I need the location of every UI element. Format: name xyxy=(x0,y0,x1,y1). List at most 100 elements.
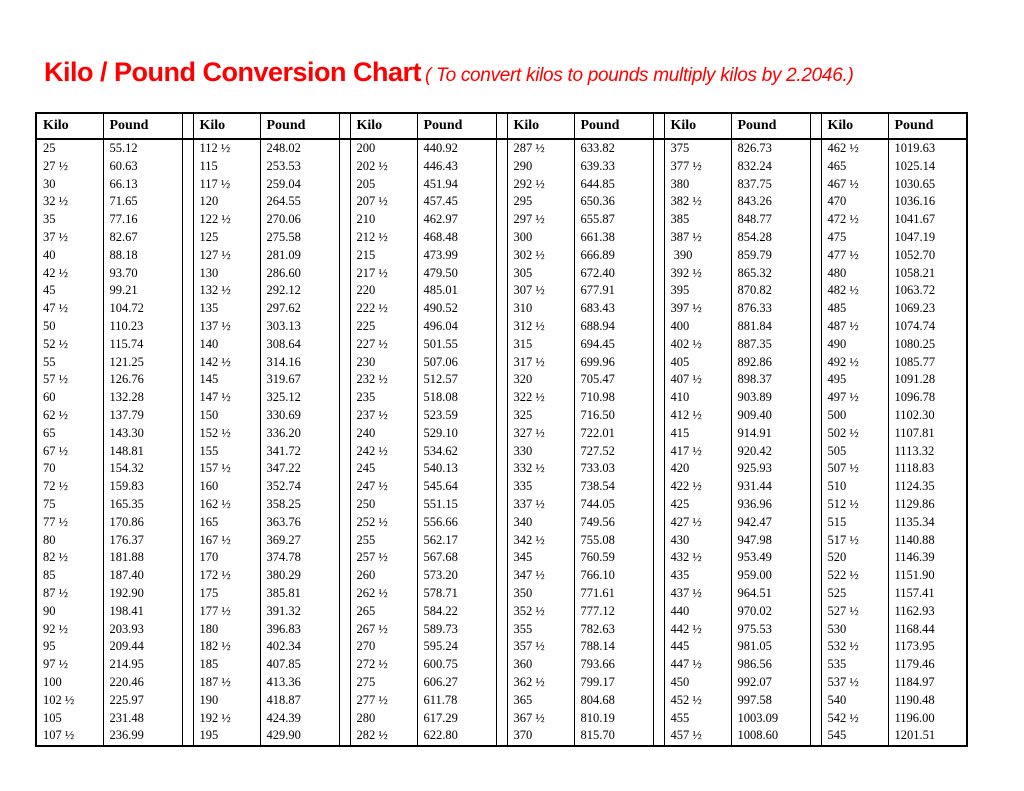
kilo-header: Kilo xyxy=(192,113,261,140)
kilo-cell: 412 ½ xyxy=(663,406,732,425)
kilo-cell: 527 ½ xyxy=(820,602,889,621)
kilo-cell: 217 ½ xyxy=(349,264,418,283)
pound-cell: 253.53 xyxy=(259,157,340,176)
table-row: 67 ½ 148.81 155 341.72 242 ½ 534.62 330 727.52 4… xyxy=(35,442,968,461)
pound-cell: 578.71 xyxy=(416,584,497,603)
column-gap xyxy=(495,246,508,265)
kilo-cell: 182 ½ xyxy=(192,638,261,657)
column-gap xyxy=(495,656,508,674)
pound-cell: 639.33 xyxy=(573,157,654,176)
pound-cell: 496.04 xyxy=(416,317,497,336)
kilo-cell: 517 ½ xyxy=(820,531,889,550)
column-gap xyxy=(495,584,508,603)
pound-cell: 931.44 xyxy=(730,478,811,496)
pound-cell: 71.65 xyxy=(102,193,183,212)
kilo-cell: 360 xyxy=(506,656,575,674)
column-gap xyxy=(652,602,665,621)
kilo-cell: 240 xyxy=(349,424,418,443)
kilo-cell: 485 xyxy=(820,300,889,318)
kilo-cell: 467 ½ xyxy=(820,175,889,194)
kilo-cell: 112 ½ xyxy=(192,139,261,158)
pound-cell: 93.70 xyxy=(102,264,183,283)
column-gap xyxy=(338,264,351,283)
table-row: 25 55.12 112 ½ 248.02 200 440.92 287 ½ 633.82 37… xyxy=(35,139,968,158)
kilo-cell: 302 ½ xyxy=(506,246,575,265)
pound-cell: 567.68 xyxy=(416,549,497,568)
pound-cell: 606.27 xyxy=(416,673,497,692)
column-gap xyxy=(338,442,351,461)
kilo-cell: 32 ½ xyxy=(35,193,104,212)
column-gap xyxy=(495,495,508,514)
column-gap xyxy=(495,691,508,710)
kilo-cell: 317 ½ xyxy=(506,353,575,372)
column-gap xyxy=(181,157,194,176)
pound-cell: 1096.78 xyxy=(887,389,968,407)
kilo-cell: 185 xyxy=(192,656,261,674)
pound-cell: 843.26 xyxy=(730,193,811,212)
column-gap xyxy=(181,317,194,336)
kilo-cell: 332 ½ xyxy=(506,460,575,479)
column-gap xyxy=(338,638,351,657)
kilo-cell: 405 xyxy=(663,353,732,372)
pound-cell: 77.16 xyxy=(102,211,183,229)
pound-cell: 1118.83 xyxy=(887,460,968,479)
column-gap xyxy=(495,673,508,692)
table-row: 100 220.46 187 ½ 413.36 275 606.27 362 ½ 799.17… xyxy=(35,673,968,692)
pound-cell: 126.76 xyxy=(102,371,183,390)
column-gap xyxy=(809,727,822,747)
column-gap xyxy=(338,300,351,318)
pound-cell: 633.82 xyxy=(573,139,654,158)
pound-cell: 672.40 xyxy=(573,264,654,283)
kilo-cell: 155 xyxy=(192,442,261,461)
table-row: 105 231.48 192 ½ 424.39 280 617.29 367 ½ 810.19… xyxy=(35,709,968,728)
pound-cell: 710.98 xyxy=(573,389,654,407)
pound-cell: 1025.14 xyxy=(887,157,968,176)
pound-cell: 413.36 xyxy=(259,673,340,692)
title-note: ( To convert kilos to pounds multiply ki… xyxy=(425,65,854,86)
table-row: 70 154.32 157 ½ 347.22 245 540.13 332 ½ 733.03 4… xyxy=(35,460,968,479)
pound-cell: 777.12 xyxy=(573,602,654,621)
kilo-cell: 375 xyxy=(663,139,732,158)
table-row: 97 ½ 214.95 185 407.85 272 ½ 600.75 360 793.66 4… xyxy=(35,656,968,674)
column-gap xyxy=(652,371,665,390)
column-gap xyxy=(652,282,665,301)
pound-header: Pound xyxy=(887,113,968,140)
kilo-cell: 282 ½ xyxy=(349,727,418,747)
kilo-cell: 237 ½ xyxy=(349,406,418,425)
pound-cell: 336.20 xyxy=(259,424,340,443)
table-row: 35 77.16 122 ½ 270.06 210 462.97 297 ½ 655.87 38… xyxy=(35,211,968,229)
column-gap xyxy=(809,300,822,318)
kilo-cell: 62 ½ xyxy=(35,406,104,425)
pound-cell: 214.95 xyxy=(102,656,183,674)
kilo-cell: 530 xyxy=(820,620,889,639)
column-gap xyxy=(338,406,351,425)
column-gap xyxy=(652,656,665,674)
column-gap xyxy=(495,567,508,585)
column-gap xyxy=(338,282,351,301)
column-gap xyxy=(181,638,194,657)
pound-header: Pound xyxy=(102,113,183,140)
column-gap xyxy=(495,709,508,728)
pound-cell: 60.63 xyxy=(102,157,183,176)
page-title: Kilo / Pound Conversion Chart( To conver… xyxy=(44,52,854,89)
kilo-cell: 120 xyxy=(192,193,261,212)
kilo-cell: 82 ½ xyxy=(35,549,104,568)
pound-cell: 1179.46 xyxy=(887,656,968,674)
table-body: 25 55.12 112 ½ 248.02 200 440.92 287 ½ 633.82 37… xyxy=(35,139,968,747)
kilo-header: Kilo xyxy=(506,113,575,140)
column-gap xyxy=(809,495,822,514)
column-gap xyxy=(338,602,351,621)
table-row: 77 ½ 170.86 165 363.76 252 ½ 556.66 340 749.56 4… xyxy=(35,513,968,532)
kilo-cell: 470 xyxy=(820,193,889,212)
kilo-cell: 30 xyxy=(35,175,104,194)
kilo-cell: 502 ½ xyxy=(820,424,889,443)
column-gap xyxy=(338,175,351,194)
table-row: 107 ½ 236.99 195 429.90 282 ½ 622.80 370 815.70… xyxy=(35,727,968,747)
pound-cell: 424.39 xyxy=(259,709,340,728)
pound-cell: 170.86 xyxy=(102,513,183,532)
pound-cell: 755.08 xyxy=(573,531,654,550)
pound-cell: 540.13 xyxy=(416,460,497,479)
column-gap xyxy=(652,673,665,692)
pound-cell: 1157.41 xyxy=(887,584,968,603)
column-gap xyxy=(495,193,508,212)
